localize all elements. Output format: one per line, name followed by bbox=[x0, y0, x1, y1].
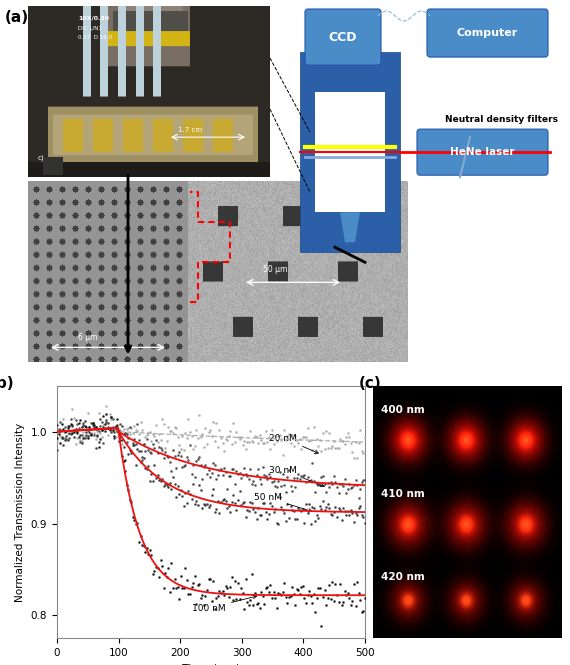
Text: 100 nM: 100 nM bbox=[193, 595, 256, 612]
Text: 420 nm: 420 nm bbox=[381, 573, 425, 583]
Text: 30 nM: 30 nM bbox=[270, 465, 324, 487]
Text: (a): (a) bbox=[5, 10, 29, 25]
FancyBboxPatch shape bbox=[417, 129, 548, 175]
FancyBboxPatch shape bbox=[427, 9, 548, 57]
Text: 1.7 cm: 1.7 cm bbox=[178, 127, 202, 133]
Bar bbox=[300, 52, 400, 252]
Text: HeNe laser: HeNe laser bbox=[450, 147, 515, 157]
Text: 50 nM: 50 nM bbox=[254, 493, 312, 512]
X-axis label: Time (sec): Time (sec) bbox=[182, 664, 240, 665]
Bar bbox=[315, 92, 385, 212]
Text: (c): (c) bbox=[359, 376, 381, 390]
Text: Neutral density filters: Neutral density filters bbox=[445, 115, 558, 124]
Text: DIC L/N1: DIC L/N1 bbox=[78, 25, 102, 30]
Polygon shape bbox=[340, 212, 360, 242]
Text: 0.17  D 16.0: 0.17 D 16.0 bbox=[78, 35, 112, 40]
Text: Computer: Computer bbox=[457, 28, 518, 38]
FancyBboxPatch shape bbox=[305, 9, 381, 65]
Text: 10X/0.30: 10X/0.30 bbox=[78, 15, 109, 20]
Text: (b): (b) bbox=[0, 376, 14, 390]
Text: 6 μm: 6 μm bbox=[78, 333, 97, 342]
Text: 400 nm: 400 nm bbox=[381, 406, 425, 416]
Text: 410 nm: 410 nm bbox=[381, 489, 425, 499]
Text: 50 μm: 50 μm bbox=[263, 265, 287, 274]
Text: CCD: CCD bbox=[329, 31, 357, 43]
Text: c): c) bbox=[38, 154, 44, 161]
Text: 20 nM: 20 nM bbox=[270, 434, 318, 454]
Y-axis label: Normalized Transmission Intensity: Normalized Transmission Intensity bbox=[15, 422, 25, 602]
